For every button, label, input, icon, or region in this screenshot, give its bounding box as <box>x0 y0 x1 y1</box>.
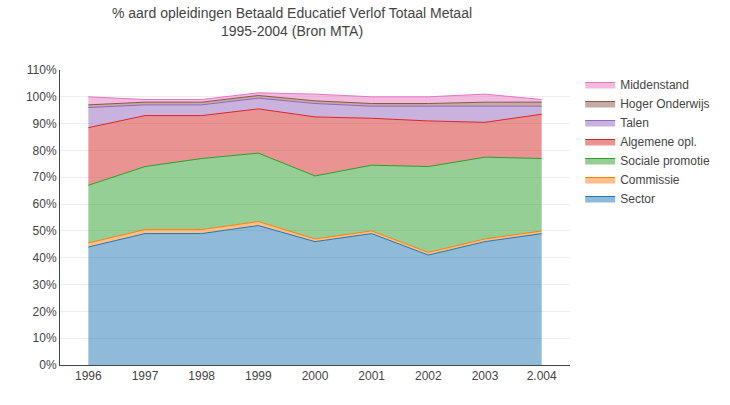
svg-text:100%: 100% <box>26 90 57 104</box>
svg-text:Commissie: Commissie <box>620 173 680 187</box>
svg-text:Talen: Talen <box>620 116 649 130</box>
svg-text:Middenstand: Middenstand <box>620 78 689 92</box>
svg-text:20%: 20% <box>33 305 57 319</box>
svg-text:10%: 10% <box>33 331 57 345</box>
svg-text:1999: 1999 <box>245 369 272 383</box>
svg-text:50%: 50% <box>33 224 57 238</box>
svg-text:70%: 70% <box>33 170 57 184</box>
svg-text:2002: 2002 <box>415 369 442 383</box>
svg-text:2000: 2000 <box>302 369 329 383</box>
svg-text:Hoger Onderwijs: Hoger Onderwijs <box>620 97 709 111</box>
svg-text:Algemene opl.: Algemene opl. <box>620 135 697 149</box>
svg-text:90%: 90% <box>33 117 57 131</box>
svg-text:% aard opleidingen Betaald Edu: % aard opleidingen Betaald Educatief Ver… <box>112 5 472 39</box>
svg-text:40%: 40% <box>33 251 57 265</box>
svg-text:Sector: Sector <box>620 192 655 206</box>
svg-text:1996: 1996 <box>75 369 102 383</box>
svg-text:30%: 30% <box>33 278 57 292</box>
svg-text:60%: 60% <box>33 197 57 211</box>
svg-text:2001: 2001 <box>358 369 385 383</box>
svg-text:2.004: 2.004 <box>527 369 557 383</box>
svg-text:110%: 110% <box>27 63 57 77</box>
svg-text:1998: 1998 <box>188 369 215 383</box>
svg-text:2003: 2003 <box>472 369 499 383</box>
svg-text:Sociale promotie: Sociale promotie <box>620 154 710 168</box>
svg-text:0%: 0% <box>39 358 57 372</box>
svg-text:80%: 80% <box>33 144 57 158</box>
svg-text:1997: 1997 <box>132 369 159 383</box>
